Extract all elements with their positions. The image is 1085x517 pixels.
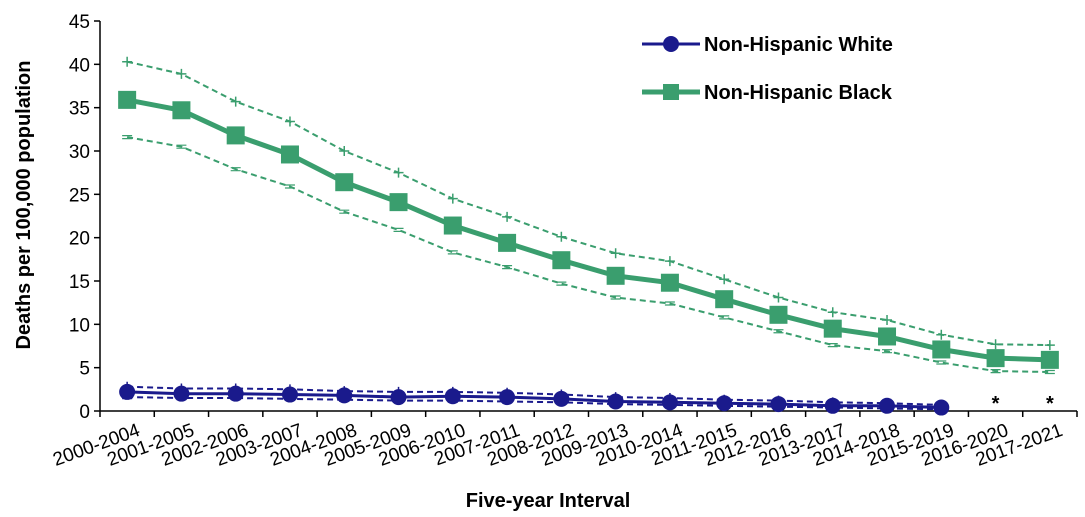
white-data-point xyxy=(824,397,841,414)
black-upper-bound-line xyxy=(126,60,1050,347)
white-data-point xyxy=(119,383,136,400)
white-data-point xyxy=(227,385,244,402)
black-upper-bound-marker xyxy=(284,116,295,127)
black-lower-bound-marker xyxy=(664,301,675,306)
legend: Non-Hispanic White Non-Hispanic Black xyxy=(642,34,893,104)
black-upper-bound-marker xyxy=(230,96,241,107)
black-data-point xyxy=(715,290,734,309)
y-tick-label: 30 xyxy=(69,142,90,163)
black-upper-bound-marker xyxy=(936,329,947,340)
x-axis-title: Five-year Interval xyxy=(466,490,631,512)
y-tick-label: 45 xyxy=(69,12,90,33)
white-data-point xyxy=(499,389,516,406)
black-upper-bound-marker xyxy=(610,248,621,259)
white-data-point xyxy=(716,395,733,412)
black-data-point xyxy=(932,340,951,359)
white-upper-bound-line xyxy=(127,385,942,406)
black-lower-bound-line xyxy=(126,136,1050,373)
black-upper-bound-marker xyxy=(176,68,187,79)
y-axis-title: Deaths per 100,000 population xyxy=(13,61,35,350)
black-lower-bound-marker xyxy=(556,281,567,286)
white-series-line xyxy=(127,390,942,409)
legend-black-marker xyxy=(663,84,679,100)
legend-label-black: Non-Hispanic Black xyxy=(704,82,893,104)
black-series-line xyxy=(126,97,1050,363)
suppressed-annotation: * xyxy=(1046,393,1054,415)
y-tick-label: 5 xyxy=(79,359,90,380)
black-data-point xyxy=(552,251,571,270)
black-data-point xyxy=(986,349,1005,368)
black-upper-bound-marker xyxy=(773,292,784,303)
black-data-point xyxy=(335,173,354,192)
suppressed-annotation: * xyxy=(992,393,1000,415)
black-data-point xyxy=(769,305,788,324)
black-lower-bound-marker xyxy=(610,295,621,300)
y-tick-label: 25 xyxy=(69,185,90,206)
black-upper-bound-marker xyxy=(1044,340,1055,351)
black-upper-bound-marker xyxy=(664,256,675,267)
white-data-point xyxy=(661,394,678,411)
black-lower-bound-marker xyxy=(176,144,187,149)
black-upper-bound-marker xyxy=(393,167,404,178)
black-lower-bound-marker xyxy=(393,227,404,232)
black-lower-bound-marker xyxy=(502,265,513,270)
black-upper-bound-marker xyxy=(339,146,350,156)
white-lower-bound-line xyxy=(127,396,942,411)
black-upper-bound-marker xyxy=(447,193,458,204)
black-data-point xyxy=(1040,350,1059,369)
black-lower-bound-marker xyxy=(1044,369,1055,375)
black-data-point xyxy=(498,233,517,252)
legend-white-marker xyxy=(663,36,679,52)
legend-label-white: Non-Hispanic White xyxy=(704,34,893,56)
white-data-point xyxy=(879,397,896,414)
white-data-point xyxy=(444,388,461,405)
black-upper-bound-marker xyxy=(882,315,893,325)
y-tick-label: 10 xyxy=(69,315,90,336)
black-upper-bound-marker xyxy=(122,56,133,67)
white-data-point xyxy=(553,390,570,407)
black-data-point xyxy=(172,101,191,120)
y-tick-label: 15 xyxy=(69,272,90,293)
black-data-point xyxy=(443,216,462,235)
black-upper-bound-marker xyxy=(827,307,838,318)
black-data-point xyxy=(660,273,679,292)
black-data-point xyxy=(389,193,408,212)
y-tick-label: 40 xyxy=(69,55,90,76)
black-lower-bound-marker xyxy=(122,135,133,140)
black-upper-bound-marker xyxy=(556,231,567,242)
black-lower-bound-marker xyxy=(936,360,947,365)
white-data-point xyxy=(281,386,298,403)
black-lower-bound-marker xyxy=(447,250,458,255)
black-lower-bound-marker xyxy=(882,349,893,354)
plot-area: 0510152025303540452000-20042001-20052002… xyxy=(50,12,1078,471)
black-lower-bound-marker xyxy=(827,343,838,348)
black-upper-bound-marker xyxy=(502,211,513,222)
black-data-point xyxy=(823,319,842,338)
black-data-point xyxy=(118,90,137,109)
black-lower-bound-marker xyxy=(230,167,241,172)
white-data-point xyxy=(336,387,353,404)
black-lower-bound-marker xyxy=(339,209,350,214)
black-data-point xyxy=(606,266,625,285)
black-data-point xyxy=(878,327,897,346)
black-lower-bound-marker xyxy=(990,369,1001,374)
white-data-point xyxy=(607,393,624,410)
black-upper-bound-marker xyxy=(990,339,1001,350)
black-data-point xyxy=(226,126,245,145)
y-tick-label: 20 xyxy=(69,229,90,250)
black-data-point xyxy=(280,145,299,164)
black-lower-bound-marker xyxy=(719,315,730,320)
black-lower-bound-marker xyxy=(284,184,295,189)
white-data-point xyxy=(933,399,950,416)
y-tick-label: 0 xyxy=(79,402,90,423)
y-tick-label: 35 xyxy=(69,99,90,120)
white-data-point xyxy=(770,396,787,413)
black-lower-bound-marker xyxy=(773,329,784,334)
white-data-point xyxy=(173,385,190,402)
white-data-point xyxy=(390,389,407,406)
black-upper-bound-marker xyxy=(719,274,730,285)
